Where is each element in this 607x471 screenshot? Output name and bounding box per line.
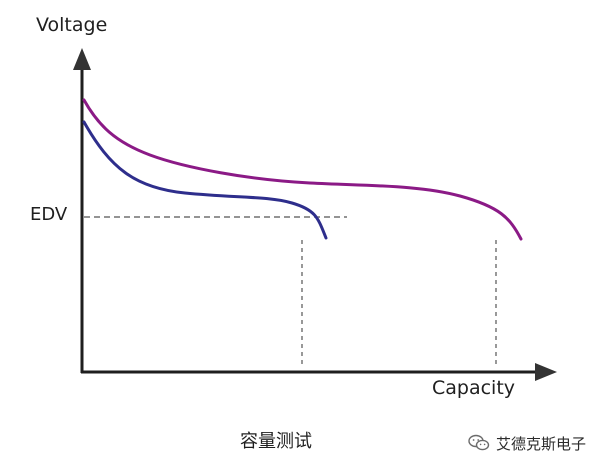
x-axis-arrowhead	[535, 363, 557, 381]
figure-caption: 容量测试	[240, 431, 312, 452]
y-axis-title: Voltage	[36, 14, 108, 36]
discharge-curve-blue	[82, 120, 328, 240]
watermark-text: 艾德克斯电子	[496, 434, 587, 453]
y-axis-arrowhead	[73, 48, 91, 70]
edv-label: EDV	[30, 204, 68, 225]
watermark: 艾德克斯电子	[468, 432, 586, 454]
wechat-icon	[468, 434, 490, 452]
discharge-curve-purple	[82, 98, 523, 241]
x-axis-title: Capacity	[432, 377, 516, 399]
